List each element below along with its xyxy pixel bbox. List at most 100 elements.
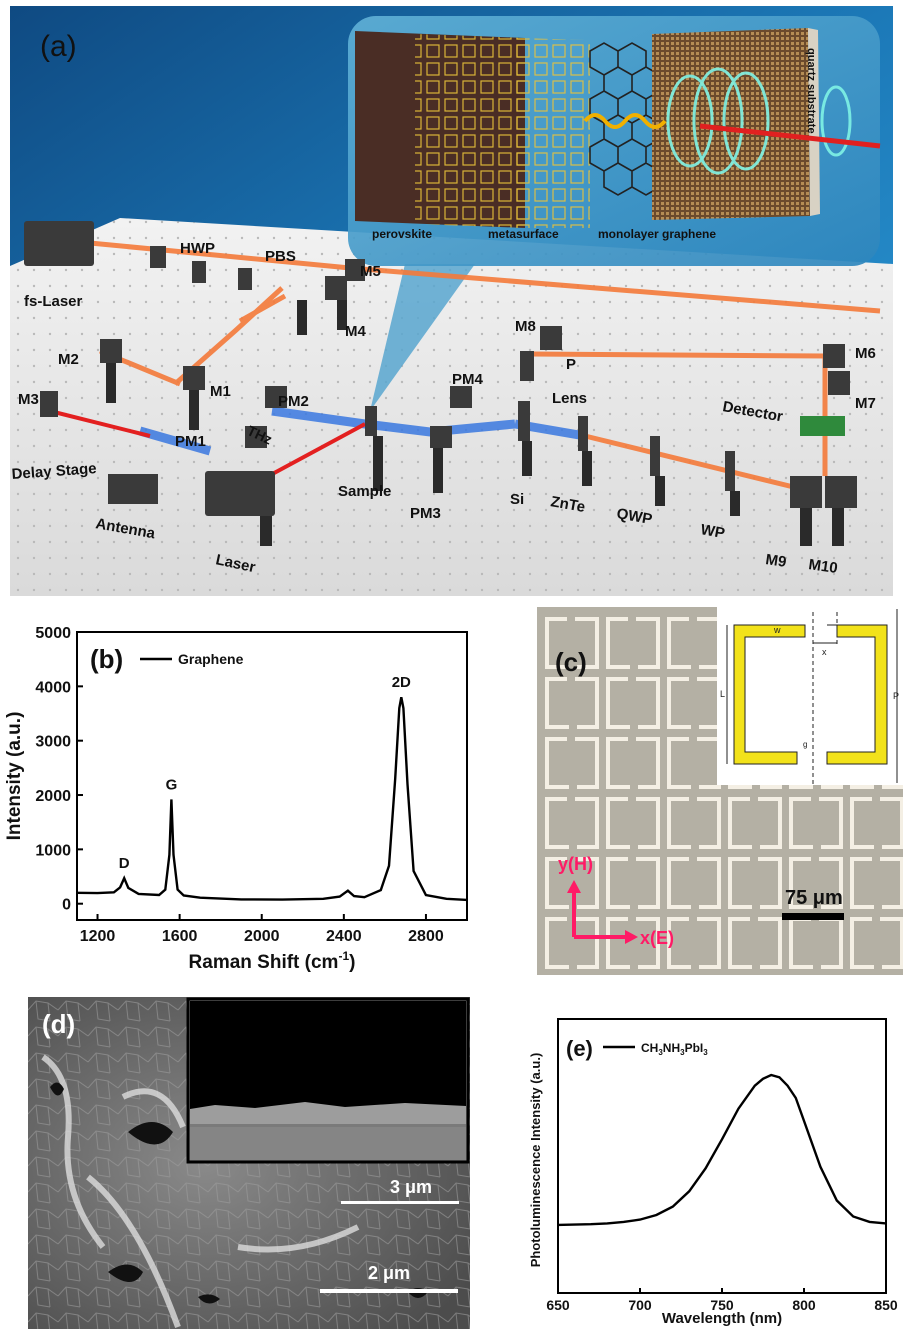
y-tick-label-b: 1000 — [35, 842, 71, 859]
inset-P: P — [893, 691, 899, 701]
label-m1: M1 — [210, 383, 231, 400]
panel-e: 650 700 750 800 850 (e) CH3NH3PbI3 Wavelengt… — [508, 1000, 903, 1329]
split-ring-unit — [667, 857, 721, 909]
split-ring-unit — [606, 737, 660, 789]
y-arrowhead — [567, 880, 581, 893]
x-tick-label-b: 2400 — [326, 928, 362, 945]
metasurface-squares-1 — [415, 34, 525, 228]
label-wp: WP — [699, 521, 726, 542]
laser-box — [205, 471, 275, 516]
split-ring-unit — [606, 857, 660, 909]
pl-series-line — [557, 1073, 887, 1227]
detector-board — [800, 416, 845, 436]
ticks-b: 1200 1600 2000 2400 2800 0 1000 2000 3000 4000 500… — [35, 625, 443, 945]
fs-laser-box — [24, 221, 94, 266]
label-qwp: QWP — [615, 505, 653, 528]
x-tick-label-e: 750 — [710, 1297, 734, 1313]
raman-chart: 1200 1600 2000 2400 2800 0 1000 2000 3000 4000 500… — [4, 625, 468, 973]
split-ring-unit — [789, 857, 843, 909]
inset-g: g — [803, 740, 807, 749]
split-ring-unit — [667, 917, 721, 969]
label-hwp: HWP — [180, 240, 215, 257]
substrate-layer — [190, 1127, 466, 1160]
split-ring-unit — [545, 797, 599, 849]
graphene-lattice — [589, 42, 661, 196]
label-p: P — [566, 356, 576, 373]
split-ring-unit — [545, 617, 599, 669]
y-tick-label-b: 3000 — [35, 734, 71, 751]
y-axis-label-c: y(H) — [558, 854, 593, 874]
annotations-b: D G 2D — [119, 674, 411, 872]
split-ring-unit — [728, 917, 782, 969]
metasurface-micrograph: w x L P g (c) y(H) x(E) 75 μm — [537, 607, 903, 975]
x-tick-label-b: 2800 — [408, 928, 444, 945]
inset-L: L — [720, 689, 725, 699]
split-ring-unit — [545, 677, 599, 729]
ticks-e: 650 700 750 800 850 — [546, 1288, 898, 1313]
label-fs-laser: fs-Laser — [24, 293, 83, 310]
scalebar-label-c: 75 μm — [785, 887, 843, 909]
x-tick-label-e: 800 — [792, 1297, 816, 1313]
raman-series-line — [76, 696, 468, 902]
label-pm1: PM1 — [175, 433, 206, 450]
srr-left-half — [733, 624, 806, 765]
panel-a: (a) perovskite metasurface monolayer gra… — [10, 6, 893, 596]
label-pm3: PM3 — [410, 505, 441, 522]
y-tick-label-b: 0 — [62, 897, 71, 914]
sem-ridges — [41, 1054, 360, 1329]
label-delay-stage: Delay Stage — [11, 460, 97, 483]
y-tick-label-b: 2000 — [35, 788, 71, 805]
x-tick-label-b: 2000 — [244, 928, 280, 945]
panel-c-letter: (c) — [555, 647, 587, 677]
antenna-base — [108, 474, 158, 504]
y-tick-label-b: 4000 — [35, 679, 71, 696]
split-ring-unit — [545, 917, 599, 969]
split-ring-unit — [606, 917, 660, 969]
split-ring-unit — [545, 737, 599, 789]
split-ring-unit — [850, 917, 903, 969]
sem-image: (d) 3 μm 2 μm — [28, 997, 470, 1329]
srr-right-half — [826, 624, 888, 765]
split-ring-unit — [545, 857, 599, 909]
legend-label-e: CH3NH3PbI3 — [641, 1041, 708, 1057]
x-axis-label-b: Raman Shift (cm-1) — [189, 949, 356, 973]
split-ring-unit — [606, 617, 660, 669]
split-ring-unit — [728, 857, 782, 909]
x-tick-label-e: 850 — [874, 1297, 898, 1313]
label-m5: M5 — [360, 263, 381, 280]
panel-a-letter: (a) — [40, 30, 77, 63]
mirror-mounts — [40, 246, 857, 508]
split-ring-unit — [606, 797, 660, 849]
peak-annotation-b: D — [119, 855, 130, 872]
inset-x: x — [822, 647, 827, 657]
label-substrate: quartz substrate — [805, 48, 817, 134]
thz-helix — [666, 67, 852, 175]
x-tick-label-e: 650 — [546, 1297, 570, 1313]
panel-d-letter: (d) — [42, 1009, 75, 1039]
label-znte: ZnTe — [549, 493, 586, 516]
label-m4: M4 — [345, 323, 366, 340]
x-axis-label-e: Wavelength (nm) — [662, 1310, 782, 1327]
label-m9: M9 — [764, 551, 787, 571]
panel-d: (d) 3 μm 2 μm — [28, 997, 470, 1329]
split-ring-unit — [667, 797, 721, 849]
substrate-edge — [808, 28, 820, 216]
y-tick-label-b: 5000 — [35, 625, 71, 642]
split-ring-unit — [606, 677, 660, 729]
y-axis-label-b: Intensity (a.u.) — [4, 712, 25, 841]
label-m10: M10 — [807, 556, 838, 577]
x-axis-label-c: x(E) — [640, 928, 674, 948]
components — [24, 221, 857, 546]
setup-illustration: (a) perovskite metasurface monolayer gra… — [10, 6, 893, 596]
scalebar-inset — [341, 1201, 459, 1204]
scalebar-label-inset: 3 μm — [390, 1177, 432, 1197]
panel-c: w x L P g (c) y(H) x(E) 75 μm — [537, 607, 903, 975]
panel-e-letter: (e) — [566, 1036, 593, 1061]
probe-beam-inset — [699, 123, 881, 149]
x-tick-label-b: 1200 — [80, 928, 116, 945]
metasurface-squares-2 — [515, 38, 590, 228]
split-ring-unit — [850, 797, 903, 849]
panel-b-letter: (b) — [90, 644, 123, 674]
label-m2: M2 — [58, 351, 79, 368]
scalebar-d — [320, 1289, 458, 1293]
